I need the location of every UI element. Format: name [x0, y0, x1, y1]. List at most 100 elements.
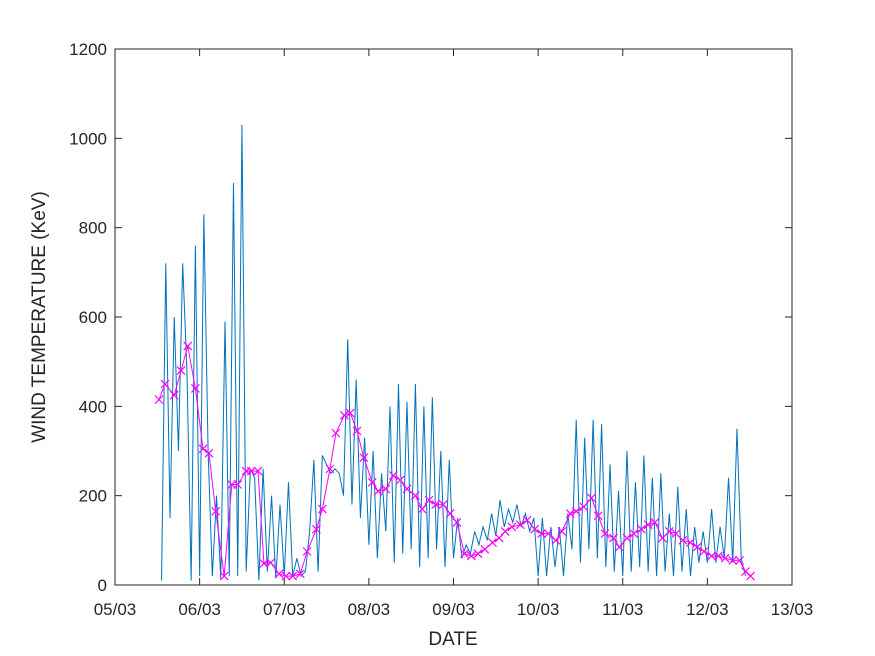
marker [183, 341, 193, 351]
marker [204, 448, 214, 458]
marker [417, 504, 427, 514]
marker [388, 471, 398, 480]
marker [274, 569, 284, 579]
marker [488, 538, 497, 547]
y-tick-label: 800 [79, 219, 107, 238]
marker [345, 408, 355, 418]
marker [367, 477, 377, 487]
marker [658, 533, 667, 543]
marker [176, 366, 186, 376]
x-tick-label: 09/03 [432, 600, 475, 619]
marker [302, 547, 312, 556]
marker [460, 549, 469, 559]
marker [746, 571, 755, 581]
marker [735, 556, 744, 565]
marker [692, 542, 702, 552]
marker [410, 491, 420, 501]
marker [424, 495, 434, 505]
marker [331, 428, 341, 438]
y-tick-label: 0 [98, 576, 107, 595]
marker [636, 524, 646, 534]
marker [699, 547, 709, 556]
marker [266, 558, 276, 568]
marker [650, 518, 660, 527]
x-tick-label: 10/03 [517, 600, 560, 619]
marker [622, 533, 632, 543]
x-tick-label: 07/03 [263, 600, 306, 619]
marker [295, 569, 305, 579]
x-tick-label: 05/03 [94, 600, 137, 619]
marker [643, 520, 653, 530]
marker [281, 571, 291, 581]
marker [445, 509, 455, 518]
marker [359, 453, 369, 463]
marker [395, 475, 405, 485]
marker [211, 506, 221, 516]
marker [373, 486, 383, 496]
marker [551, 535, 561, 545]
marker [713, 551, 723, 561]
marker [530, 524, 540, 534]
y-tick-label: 400 [79, 397, 107, 416]
marker [253, 466, 263, 476]
x-tick-label: 08/03 [348, 600, 391, 619]
marker [720, 553, 730, 563]
data-line [161, 124, 746, 581]
marker [198, 444, 208, 454]
marker [190, 384, 200, 393]
marker [480, 544, 490, 554]
marker [154, 395, 164, 405]
marker [219, 571, 229, 581]
marker [500, 526, 510, 536]
marker [543, 529, 553, 539]
marker [565, 509, 575, 518]
marker [160, 379, 170, 389]
marker [381, 484, 391, 494]
marker [473, 549, 483, 559]
marker [671, 529, 681, 539]
marker [557, 526, 567, 536]
y-tick-label: 600 [79, 308, 107, 327]
marker [515, 520, 525, 530]
marker [571, 506, 581, 516]
marker [311, 524, 321, 534]
marker [707, 551, 717, 561]
marker [537, 529, 546, 539]
marker [609, 533, 618, 543]
x-tick-label: 12/03 [686, 600, 729, 619]
marker [629, 529, 639, 539]
marker [325, 464, 335, 474]
marker [233, 480, 243, 489]
marker [452, 518, 462, 527]
marker [352, 426, 362, 436]
marker [402, 484, 412, 494]
marker [246, 466, 256, 476]
x-tick-label: 11/03 [602, 600, 643, 619]
marker [614, 542, 624, 552]
x-axis-label: DATE [428, 629, 477, 650]
marker [579, 502, 589, 512]
marker [339, 410, 349, 420]
marker [728, 556, 738, 565]
marker [288, 571, 298, 581]
marker [317, 504, 327, 514]
marker [431, 500, 441, 510]
y-tick-label: 200 [79, 487, 107, 506]
marker [466, 551, 476, 561]
x-tick-label: 06/03 [178, 600, 221, 619]
marker [438, 500, 448, 510]
y-tick-label: 1200 [69, 40, 107, 59]
marker [169, 390, 179, 400]
marker [587, 493, 596, 503]
marker [522, 515, 532, 525]
marker [600, 529, 610, 539]
y-axis-label: WIND TEMPERATURE (KeV) [29, 191, 50, 443]
marker [593, 511, 603, 521]
marker [686, 538, 695, 547]
marker [678, 535, 688, 545]
y-tick-label: 1000 [69, 129, 107, 148]
marker [664, 526, 674, 536]
x-tick-label: 13/03 [771, 600, 814, 619]
